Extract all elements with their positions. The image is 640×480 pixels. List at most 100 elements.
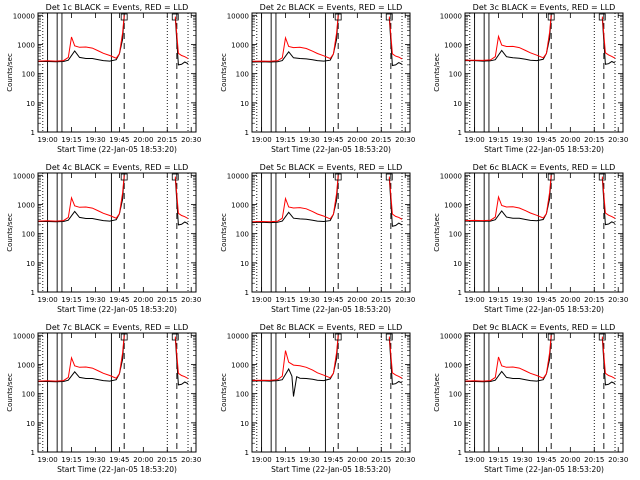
chart-panel-4: Det 4c BLACK = Events, RED = LLD 1 10 100 10… xyxy=(6,163,201,314)
y-axis-label: Counts/sec xyxy=(433,373,441,412)
box-marker xyxy=(385,173,393,181)
lld-series-line xyxy=(38,15,125,62)
events-series-line xyxy=(388,18,403,67)
y-tick-label: 1000 xyxy=(231,41,249,49)
box-marker xyxy=(334,333,342,341)
y-tick-label: 100 xyxy=(449,71,462,79)
x-axis-label: Start Time (22-Jan-05 18:53:20) xyxy=(57,145,177,154)
y-tick-label: 10 xyxy=(453,420,462,428)
box-marker xyxy=(385,333,393,341)
y-tick-label: 10 xyxy=(26,260,35,268)
x-tick-label: 20:00 xyxy=(560,456,580,464)
x-tick-label: 20:15 xyxy=(157,296,177,304)
events-series-line xyxy=(601,18,616,65)
lld-series-line xyxy=(252,15,339,62)
x-axis-label: Start Time (22-Jan-05 18:53:20) xyxy=(484,465,604,474)
panel-frame xyxy=(251,12,411,133)
x-tick-label: 19:00 xyxy=(464,136,484,144)
panel-title: Det 8c BLACK = Events, RED = LLD xyxy=(260,323,403,332)
x-tick-label: 20:30 xyxy=(181,136,201,144)
box-marker xyxy=(547,13,555,21)
y-tick-label: 10 xyxy=(240,420,249,428)
y-tick-label: 1000 xyxy=(17,201,35,209)
chart-panel-7: Det 7c BLACK = Events, RED = LLD 1 10 100 10… xyxy=(6,323,201,474)
box-marker xyxy=(120,173,128,181)
x-tick-label: 20:00 xyxy=(347,456,367,464)
x-tick-label: 20:30 xyxy=(181,296,201,304)
chart-panel-8: Det 8c BLACK = Events, RED = LLD 1 10 100 10… xyxy=(220,323,415,474)
x-tick-label: 20:30 xyxy=(608,296,628,304)
y-tick-label: 100 xyxy=(236,71,249,79)
box-marker xyxy=(598,333,606,341)
box-marker xyxy=(547,333,555,341)
events-series-line xyxy=(174,178,189,226)
y-tick-label: 10000 xyxy=(440,172,462,180)
x-tick-label: 19:00 xyxy=(464,456,484,464)
y-tick-label: 10000 xyxy=(13,12,35,20)
x-tick-label: 19:15 xyxy=(61,136,81,144)
x-axis-label: Start Time (22-Jan-05 18:53:20) xyxy=(57,305,177,314)
y-tick-label: 10 xyxy=(26,420,35,428)
events-series-line xyxy=(252,335,339,397)
box-marker xyxy=(598,173,606,181)
box-marker xyxy=(385,13,393,21)
lld-series-line xyxy=(252,335,339,381)
box-marker xyxy=(334,173,342,181)
lld-series-line xyxy=(601,16,616,59)
y-axis-label: Counts/sec xyxy=(433,213,441,252)
x-tick-label: 20:30 xyxy=(608,136,628,144)
x-tick-label: 20:30 xyxy=(181,456,201,464)
panel-title: Det 2c BLACK = Events, RED = LLD xyxy=(260,3,403,12)
lld-series-line xyxy=(174,336,189,379)
panel-title: Det 9c BLACK = Events, RED = LLD xyxy=(473,323,616,332)
box-marker xyxy=(171,173,179,181)
x-axis-label: Start Time (22-Jan-05 18:53:20) xyxy=(484,145,604,154)
x-tick-label: 20:00 xyxy=(133,456,153,464)
x-tick-label: 19:30 xyxy=(299,136,319,144)
panel-frame xyxy=(251,332,411,453)
x-tick-label: 19:30 xyxy=(85,136,105,144)
lld-series-line xyxy=(388,176,403,220)
lld-series-line xyxy=(465,15,552,61)
lld-series-line xyxy=(38,175,125,222)
box-marker xyxy=(120,13,128,21)
x-tick-label: 19:45 xyxy=(536,136,556,144)
x-tick-label: 20:15 xyxy=(157,456,177,464)
chart-panel-9: Det 9c BLACK = Events, RED = LLD 1 10 100 10… xyxy=(433,323,628,474)
panel-frame xyxy=(464,172,624,293)
x-tick-label: 20:00 xyxy=(133,296,153,304)
y-tick-label: 1 xyxy=(458,289,462,297)
panel-title: Det 1c BLACK = Events, RED = LLD xyxy=(46,3,189,12)
x-tick-label: 20:15 xyxy=(584,136,604,144)
box-marker xyxy=(598,13,606,21)
y-tick-label: 100 xyxy=(22,71,35,79)
y-axis-label: Counts/sec xyxy=(6,213,14,252)
panel-title: Det 5c BLACK = Events, RED = LLD xyxy=(260,163,403,172)
panel-title: Det 3c BLACK = Events, RED = LLD xyxy=(473,3,616,12)
x-tick-label: 20:30 xyxy=(395,296,415,304)
x-tick-label: 19:15 xyxy=(275,296,295,304)
y-tick-label: 1000 xyxy=(17,361,35,369)
x-tick-label: 19:45 xyxy=(323,296,343,304)
y-tick-label: 10000 xyxy=(440,332,462,340)
y-tick-label: 1 xyxy=(31,129,35,137)
x-tick-label: 19:30 xyxy=(512,136,532,144)
panel-frame xyxy=(37,332,197,453)
x-tick-label: 20:15 xyxy=(157,136,177,144)
chart-panel-1: Det 1c BLACK = Events, RED = LLD 1 10 100 10… xyxy=(6,3,201,154)
y-tick-label: 100 xyxy=(449,391,462,399)
x-tick-label: 20:30 xyxy=(395,456,415,464)
box-marker xyxy=(171,13,179,21)
x-tick-label: 19:30 xyxy=(512,296,532,304)
box-marker xyxy=(547,173,555,181)
x-axis-label: Start Time (22-Jan-05 18:53:20) xyxy=(271,145,391,154)
y-tick-label: 100 xyxy=(236,231,249,239)
x-tick-label: 20:15 xyxy=(371,296,391,304)
y-tick-label: 10000 xyxy=(13,332,35,340)
x-tick-label: 19:30 xyxy=(299,456,319,464)
y-tick-label: 10 xyxy=(453,100,462,108)
y-tick-label: 100 xyxy=(236,391,249,399)
y-axis-label: Counts/sec xyxy=(6,373,14,412)
box-marker xyxy=(334,13,342,21)
x-tick-label: 19:30 xyxy=(85,456,105,464)
